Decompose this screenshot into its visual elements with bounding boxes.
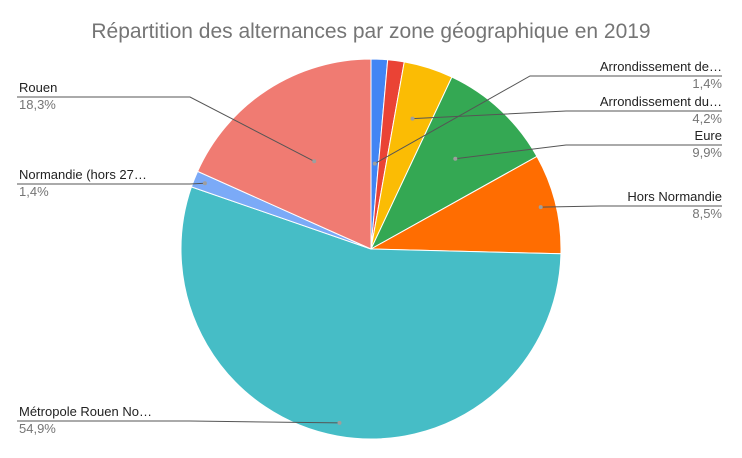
leader-line	[17, 420, 340, 424]
slice-value-label: 54,9%	[19, 421, 56, 436]
leader-line	[540, 205, 722, 208]
slice-value-label: 1,4%	[19, 184, 49, 199]
slice-label: Arrondissement de…	[600, 59, 722, 74]
pie-slice	[180, 186, 562, 440]
leader-line	[17, 182, 205, 185]
slice-value-label: 18,3%	[19, 97, 56, 112]
slice-value-label: 8,5%	[692, 206, 722, 221]
slice-value-label: 4,2%	[692, 111, 722, 126]
pie-slice	[369, 155, 562, 255]
leader-dot	[202, 181, 207, 186]
slice-label: Rouen	[19, 80, 57, 95]
leader-line	[455, 144, 722, 160]
leader-line	[412, 110, 722, 120]
leader-line	[17, 96, 315, 162]
chart-title: Répartition des alternances par zone géo…	[91, 20, 650, 43]
leader-dot	[337, 420, 342, 425]
slice-label: Hors Normandie	[627, 189, 722, 204]
slice-label: Arrondissement du…	[600, 94, 722, 109]
slice-label: Normandie (hors 27…	[19, 167, 147, 182]
leader-line	[374, 75, 722, 165]
leader-dot	[372, 161, 377, 166]
pie-slices	[180, 58, 562, 440]
pie-slice	[369, 76, 538, 251]
slice-label: Eure	[695, 128, 722, 143]
leader-dot	[312, 159, 317, 164]
slice-value-label: 1,4%	[692, 76, 722, 91]
leader-dot	[453, 156, 458, 161]
slice-label: Métropole Rouen No…	[19, 404, 152, 419]
pie-labels: Arrondissement de… 1,4% Arrondissement du……	[17, 59, 722, 436]
slice-value-label: 9,9%	[692, 145, 722, 160]
leader-dot	[538, 205, 543, 210]
pie-slice	[196, 58, 372, 250]
leader-dot	[410, 116, 415, 121]
